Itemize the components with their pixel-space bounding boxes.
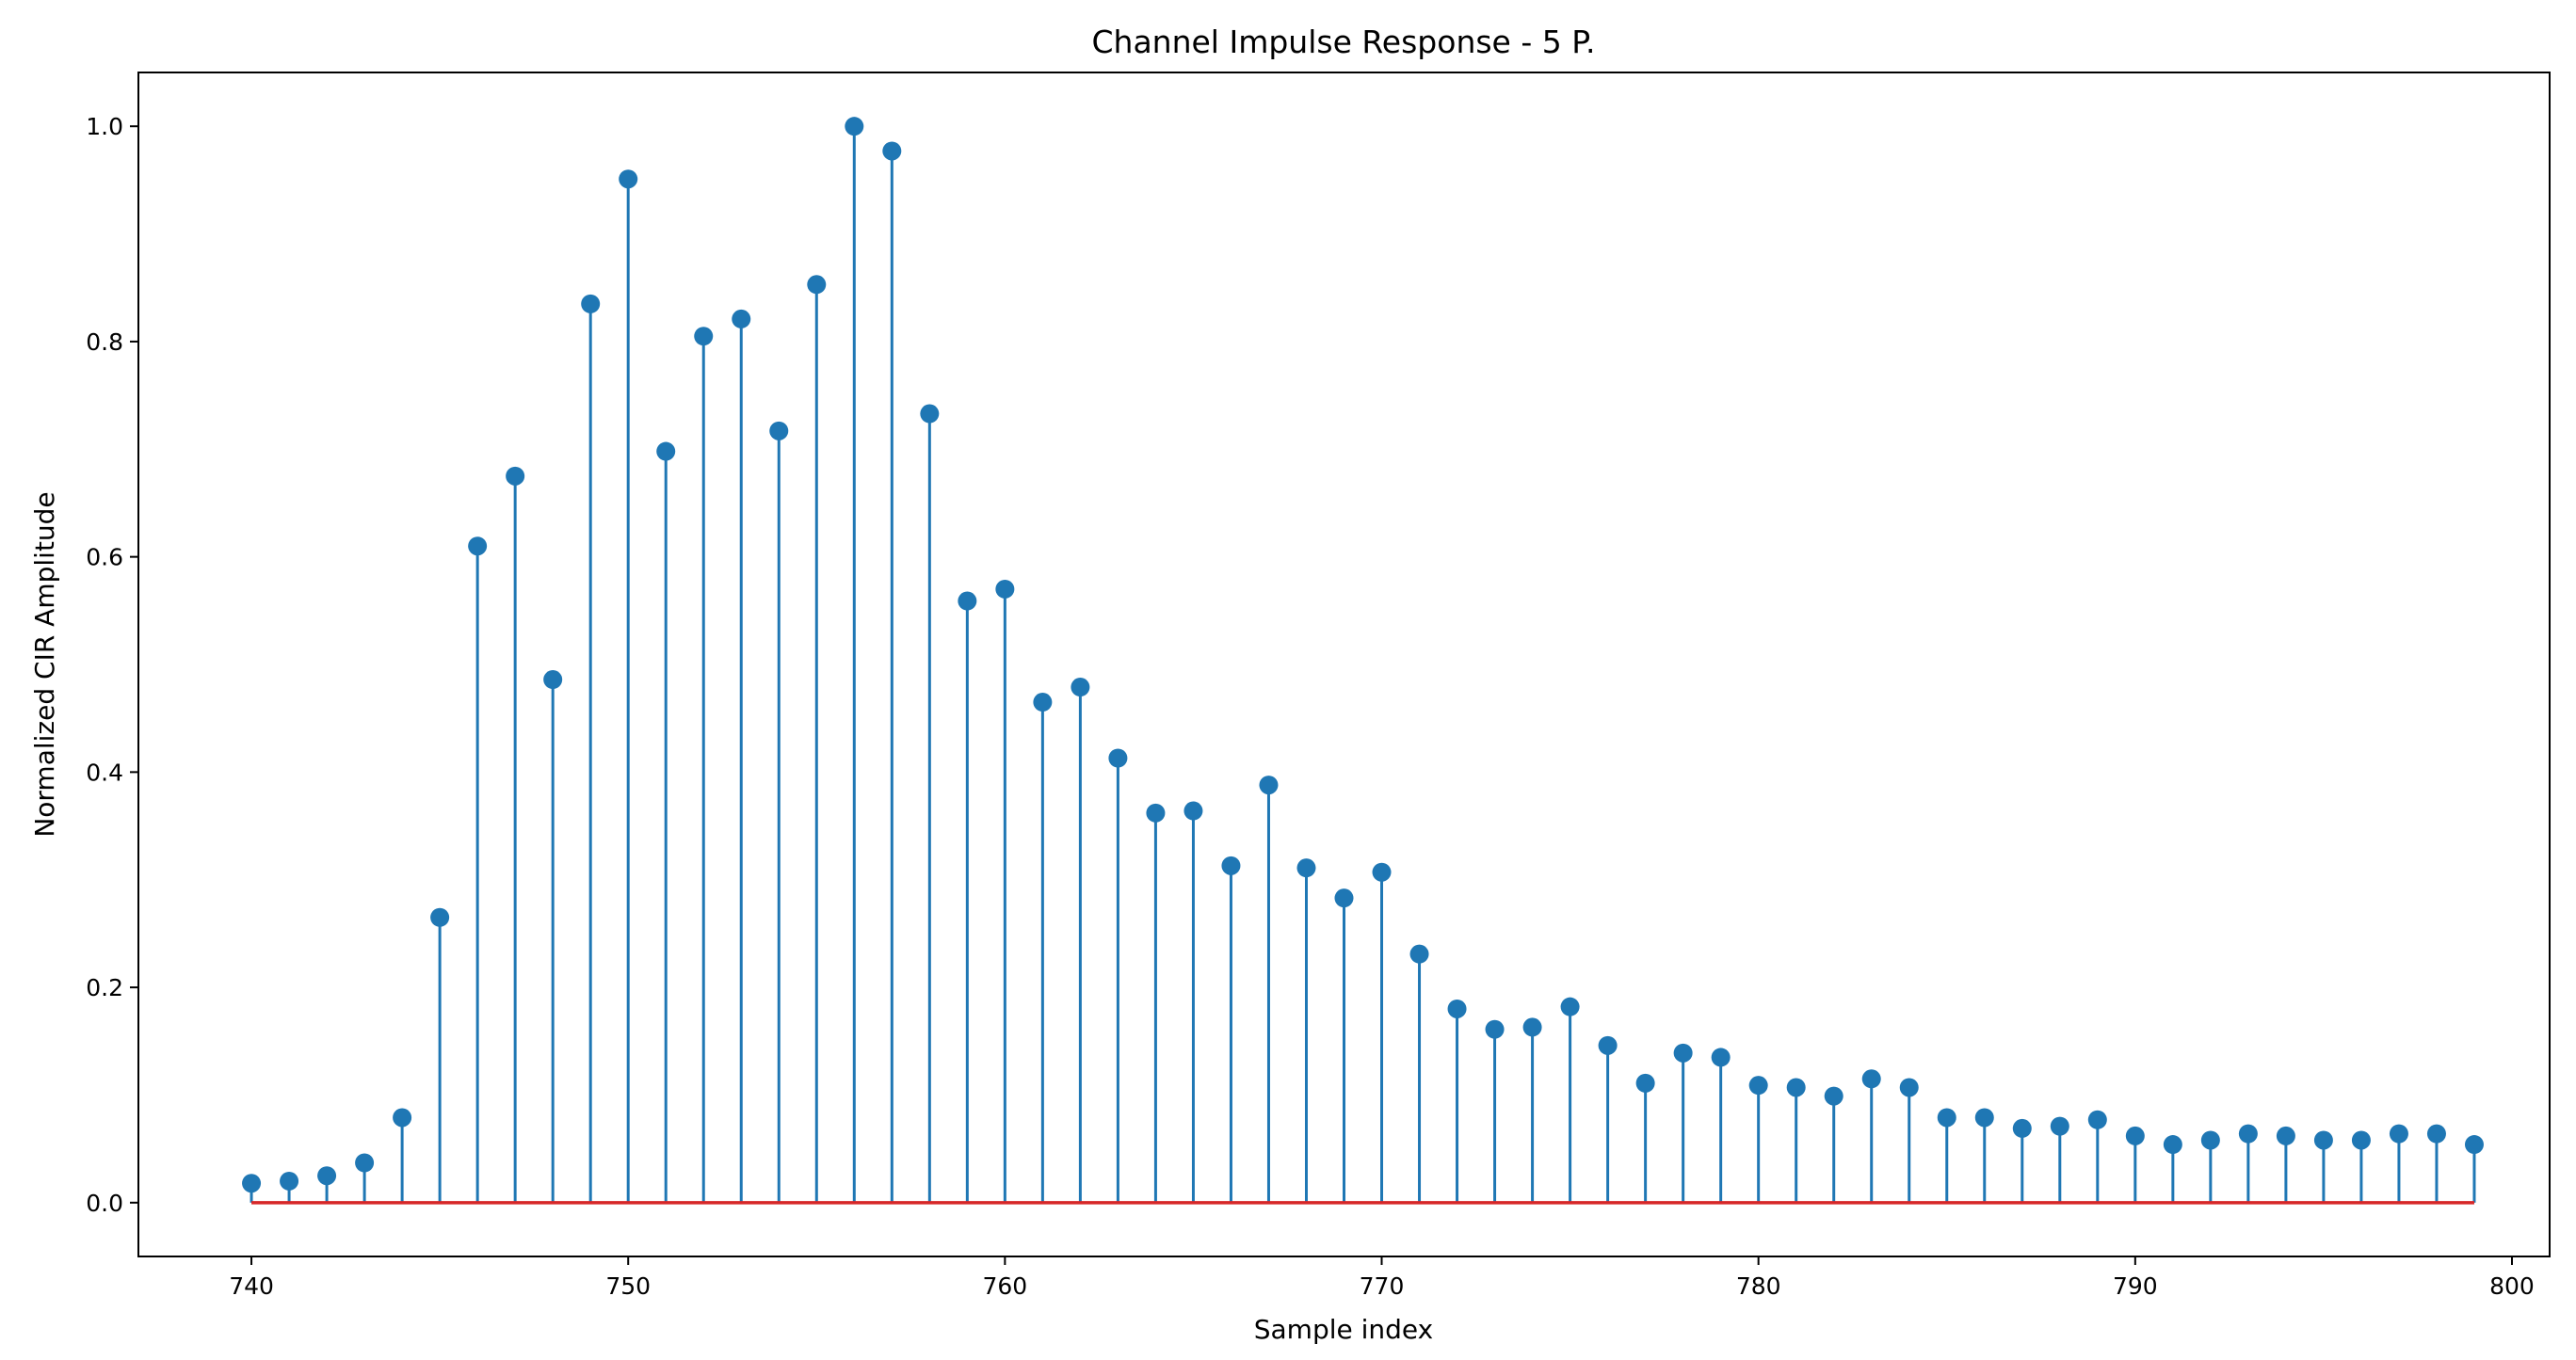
plot-area	[242, 117, 2484, 1205]
stem-marker	[317, 1166, 337, 1186]
stem-marker	[1221, 856, 1241, 875]
stem-marker	[1296, 858, 1316, 878]
x-tick-label: 780	[1736, 1272, 1781, 1300]
stem-marker	[1786, 1078, 1806, 1097]
stem-marker	[430, 907, 450, 927]
stem-marker	[2351, 1130, 2371, 1150]
stem-marker	[1635, 1073, 1655, 1093]
plot-frame	[137, 72, 2551, 1257]
x-tick-label: 750	[605, 1272, 651, 1300]
stem-marker	[882, 141, 902, 161]
stem-marker	[2200, 1130, 2220, 1150]
stem-marker	[694, 327, 714, 346]
stem-marker	[2163, 1135, 2182, 1155]
x-tick-label: 800	[2489, 1272, 2535, 1300]
y-tick-label: 1.0	[86, 113, 123, 140]
stem-marker	[2012, 1118, 2032, 1138]
y-tick-label: 0.2	[86, 974, 123, 1001]
stem-marker	[2050, 1116, 2069, 1136]
stem-marker	[1146, 803, 1166, 823]
y-tick-label: 0.0	[86, 1190, 123, 1217]
stem-marker	[619, 169, 638, 189]
stem-marker	[355, 1153, 375, 1173]
stem-marker	[958, 591, 977, 611]
x-tick-label: 770	[1360, 1272, 1405, 1300]
stem-marker	[1748, 1076, 1768, 1096]
y-axis-label: Normalized CIR Amplitude	[29, 491, 60, 837]
stem-marker	[845, 117, 864, 136]
stem-marker	[2313, 1130, 2333, 1150]
stem-marker	[1108, 748, 1128, 768]
stem-marker	[1334, 888, 1354, 908]
x-axis-label: Sample index	[1254, 1314, 1434, 1345]
stem-marker	[2426, 1124, 2446, 1144]
stem-marker	[2087, 1110, 2107, 1129]
stem-marker	[2238, 1124, 2258, 1144]
x-tick-label: 740	[229, 1272, 274, 1300]
stem-marker	[468, 536, 488, 556]
stem-marker	[2464, 1135, 2484, 1155]
stem-marker	[1560, 997, 1580, 1016]
stem-marker	[2125, 1126, 2145, 1145]
stem-marker	[1824, 1086, 1843, 1106]
axis-ticks: 740 750 760 770 780 790 800 0.0 0.2 0.4 0.6 0.8 1.0	[86, 113, 2535, 1300]
stem-marker	[1372, 862, 1392, 882]
stem-marker	[732, 309, 751, 328]
stem-marker	[1033, 693, 1053, 712]
stem-marker	[1259, 776, 1279, 795]
stem-marker	[1409, 944, 1429, 964]
stem-marker	[1861, 1069, 1881, 1089]
stem-marker	[656, 441, 676, 461]
stem-marker	[1899, 1078, 1919, 1097]
stem-marker	[1485, 1019, 1505, 1039]
y-tick-label: 0.6	[86, 544, 123, 571]
stem-marker	[1447, 999, 1467, 1018]
stem-marker	[1071, 678, 1090, 697]
stem-marker	[1711, 1048, 1731, 1067]
stem-marker	[769, 421, 789, 440]
stem-marker	[393, 1108, 412, 1128]
stem-marker	[506, 466, 525, 486]
y-tick-label: 0.8	[86, 328, 123, 356]
x-tick-label: 790	[2113, 1272, 2158, 1300]
stem-marker	[920, 404, 940, 424]
stem-marker	[543, 670, 563, 690]
stem-marker	[1183, 801, 1203, 821]
chart-title: Channel Impulse Response - 5 P.	[1092, 24, 1596, 60]
stem-marker	[2389, 1124, 2408, 1144]
stem-marker	[995, 579, 1015, 599]
stem-marker	[581, 294, 601, 313]
stem-marker	[1974, 1108, 1994, 1128]
stem-marker	[1598, 1035, 1618, 1055]
y-tick-label: 0.4	[86, 759, 123, 786]
stem-marker	[242, 1174, 262, 1193]
stem-marker	[280, 1171, 299, 1191]
stem-marker	[2276, 1126, 2295, 1145]
stem-marker	[807, 275, 827, 295]
stem-marker	[1673, 1043, 1693, 1063]
stem-marker	[1937, 1108, 1956, 1128]
stem-marker	[1522, 1017, 1542, 1037]
x-tick-label: 760	[983, 1272, 1028, 1300]
